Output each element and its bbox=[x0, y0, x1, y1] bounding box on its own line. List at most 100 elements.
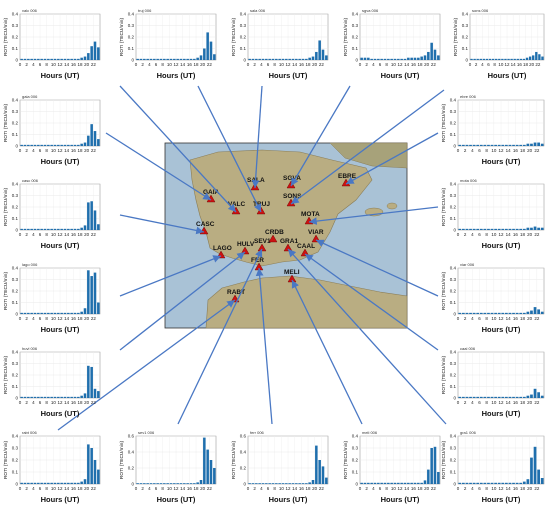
roti-bar bbox=[403, 58, 407, 60]
y-axis-label: ROTI (TECU/min) bbox=[3, 356, 9, 395]
x-tick-label: 0 bbox=[469, 62, 472, 67]
station-label: HULV bbox=[237, 241, 255, 248]
y-tick-label: 0 bbox=[243, 482, 246, 487]
x-tick-label: 18 bbox=[417, 62, 423, 67]
roti-bar bbox=[203, 48, 206, 60]
x-tick-label: 14 bbox=[506, 148, 512, 153]
roti-bar bbox=[423, 480, 427, 484]
roti-bar bbox=[30, 144, 33, 146]
roti-bar bbox=[497, 228, 501, 230]
roti-bar bbox=[33, 144, 37, 146]
roti-bar bbox=[470, 58, 473, 60]
x-tick-label: 20 bbox=[84, 62, 90, 67]
y-tick-label: 0.3 bbox=[12, 361, 19, 366]
x-tick-label: 6 bbox=[478, 316, 481, 321]
roti-bar bbox=[515, 312, 519, 314]
x-tick-label: 12 bbox=[504, 62, 510, 67]
roti-bar bbox=[77, 58, 80, 60]
x-tick-label: 10 bbox=[391, 62, 397, 67]
roti-bar bbox=[37, 482, 40, 484]
roti-bar bbox=[522, 312, 526, 314]
x-tick-label: 8 bbox=[161, 62, 164, 67]
pointer-arrow bbox=[290, 89, 445, 205]
pointer-arrow bbox=[287, 248, 447, 425]
roti-bar bbox=[206, 449, 209, 484]
roti-bar bbox=[33, 228, 37, 230]
roti-bar bbox=[462, 144, 465, 146]
roti-bar bbox=[53, 482, 57, 484]
y-tick-label: 0.3 bbox=[352, 23, 359, 28]
x-tick-label: 6 bbox=[155, 62, 158, 67]
roti-bar bbox=[400, 482, 403, 484]
y-tick-label: 0 bbox=[453, 228, 456, 233]
roti-bar bbox=[318, 460, 321, 484]
roti-bar bbox=[57, 396, 60, 398]
x-tick-label: 16 bbox=[299, 62, 305, 67]
roti-bar bbox=[20, 144, 23, 146]
roti-bar bbox=[136, 58, 139, 60]
roti-bar bbox=[83, 308, 87, 314]
x-tick-label: 22 bbox=[534, 486, 540, 491]
x-tick-label: 22 bbox=[534, 232, 540, 237]
roti-bar bbox=[487, 144, 490, 146]
roti-bar bbox=[487, 228, 490, 230]
station-label: LAGO bbox=[213, 245, 232, 252]
roti-bar bbox=[87, 135, 90, 146]
y-axis-label: ROTI (TECU/min) bbox=[441, 104, 447, 143]
roti-bar bbox=[301, 58, 305, 60]
panel-title: valc 006 bbox=[22, 8, 38, 13]
roti-bar bbox=[20, 396, 23, 398]
y-tick-label: 0.4 bbox=[240, 450, 247, 455]
roti-bar bbox=[97, 391, 100, 398]
y-tick-label: 0.4 bbox=[450, 434, 457, 439]
roti-bar bbox=[261, 58, 265, 60]
roti-bar bbox=[479, 482, 483, 484]
pointer-arrow bbox=[251, 85, 263, 189]
pointer-arrow bbox=[255, 267, 273, 425]
roti-bar bbox=[173, 483, 176, 484]
roti-bar bbox=[47, 482, 50, 484]
roti-bar bbox=[469, 312, 472, 314]
roti-bar bbox=[206, 32, 209, 60]
x-tick-label: 22 bbox=[207, 62, 213, 67]
roti-bar bbox=[410, 482, 413, 484]
roti-bar bbox=[380, 58, 383, 60]
y-tick-label: 0.3 bbox=[12, 193, 19, 198]
france-land bbox=[329, 142, 408, 169]
roti-bar bbox=[373, 58, 377, 60]
roti-bar bbox=[501, 228, 505, 230]
y-axis-label: ROTI (TECU/min) bbox=[441, 272, 447, 311]
x-tick-label: 6 bbox=[39, 232, 42, 237]
y-tick-label: 0.2 bbox=[450, 121, 457, 126]
y-tick-label: 0.1 bbox=[352, 46, 359, 51]
station-label: CASC bbox=[196, 221, 215, 228]
roti-bar bbox=[50, 228, 53, 230]
pointer-arrow bbox=[345, 132, 439, 185]
roti-bar bbox=[271, 483, 275, 484]
y-tick-label: 0.2 bbox=[12, 373, 19, 378]
roti-bar bbox=[479, 144, 483, 146]
roti-bar bbox=[397, 482, 400, 484]
roti-bar bbox=[530, 143, 533, 146]
pointer-arrow bbox=[57, 299, 236, 431]
roti-bar bbox=[519, 144, 523, 146]
roti-bar bbox=[77, 228, 80, 230]
roti-bar bbox=[20, 58, 23, 60]
roti-bar bbox=[43, 482, 47, 484]
x-tick-label: 12 bbox=[57, 400, 63, 405]
x-tick-label: 4 bbox=[471, 232, 474, 237]
pointer-arrow bbox=[304, 253, 439, 351]
x-tick-label: 16 bbox=[71, 486, 77, 491]
station-triangle bbox=[268, 234, 278, 243]
station-label: SGVA bbox=[283, 175, 301, 182]
roti-bar bbox=[462, 228, 465, 230]
roti-bar bbox=[139, 58, 143, 60]
roti-bar bbox=[73, 58, 77, 60]
x-tick-label: 2 bbox=[464, 486, 467, 491]
x-tick-label: 12 bbox=[57, 232, 63, 237]
roti-bar bbox=[494, 482, 497, 484]
